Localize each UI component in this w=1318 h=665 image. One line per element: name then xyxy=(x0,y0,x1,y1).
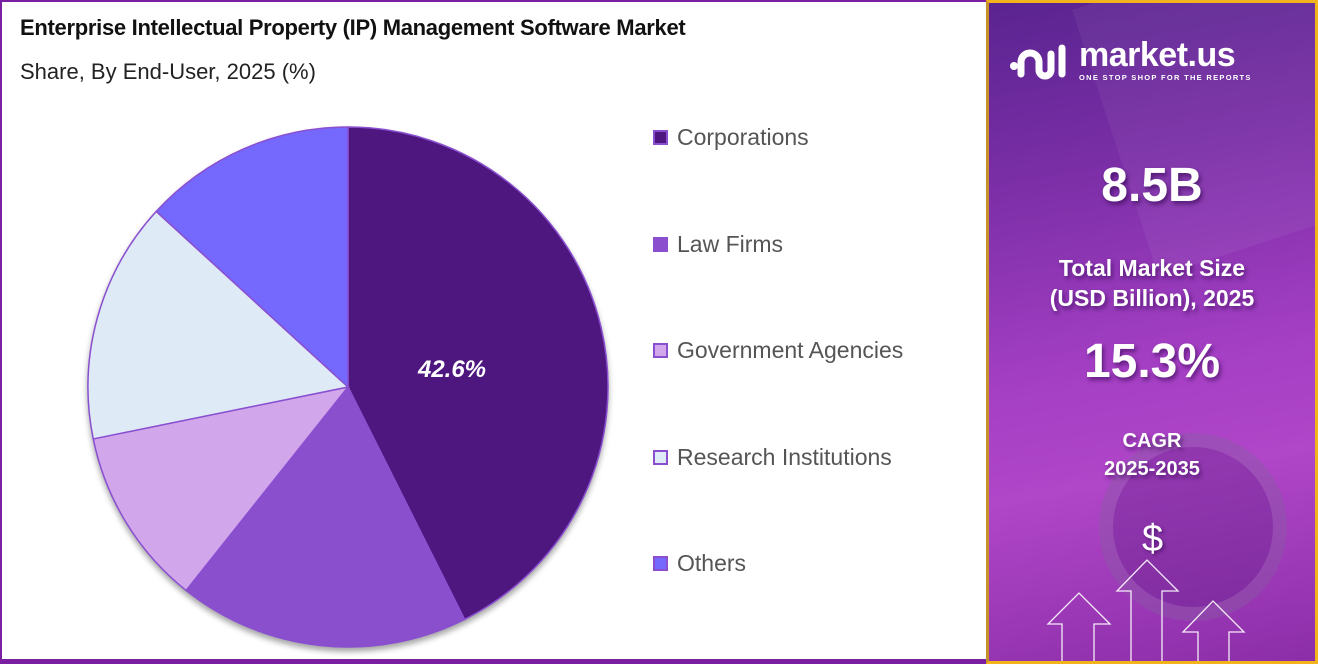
pie-slice-law-firms xyxy=(185,385,466,648)
legend-label: Corporations xyxy=(677,124,809,150)
pie-data-label: 42.6% xyxy=(417,356,486,383)
market-size-label-line1: Total Market Size xyxy=(1058,255,1246,281)
legend-label: Others xyxy=(677,550,747,576)
legend-swatch xyxy=(653,343,668,358)
pie-slice-others xyxy=(155,126,349,389)
legend-swatch xyxy=(653,450,668,465)
legend-swatch xyxy=(653,237,668,252)
legend-item-corporations: Corporations xyxy=(653,124,809,151)
legend-item-law-firms: Law Firms xyxy=(653,231,783,258)
legend-item-research-institutions: Research Institutions xyxy=(653,444,892,471)
cagr-value: 15.3% xyxy=(1083,335,1221,388)
legend-item-government-agencies: Government Agencies xyxy=(653,337,903,364)
legend-item-others: Others xyxy=(653,550,746,577)
chart-title: Enterprise Intellectual Property (IP) Ma… xyxy=(20,15,686,40)
pie-slice-corporations xyxy=(347,126,609,621)
legend-swatch xyxy=(653,556,668,571)
pie-svg: 42.6% xyxy=(87,126,609,648)
brand-logo: market.us ONE STOP SHOP FOR THE REPORTS xyxy=(1009,36,1252,82)
pie-slice-research-institutions xyxy=(87,210,350,440)
market-us-logo-icon xyxy=(1010,44,1066,79)
legend-label: Government Agencies xyxy=(677,337,904,363)
legend-swatch xyxy=(653,130,668,145)
chart-panel: Enterprise Intellectual Property (IP) Ma… xyxy=(0,0,988,664)
cagr-label-line2: 2025-2035 xyxy=(1104,458,1200,480)
market-size-label-line2: (USD Billion), 2025 xyxy=(1049,285,1255,311)
bottom-border xyxy=(2,659,988,662)
brand-tagline: ONE STOP SHOP FOR THE REPORTS xyxy=(1079,73,1252,82)
stats-sidebar: market.us ONE STOP SHOP FOR THE REPORTS … xyxy=(986,0,1318,664)
brand-name: market.us xyxy=(1079,36,1236,74)
legend-label: Research Institutions xyxy=(677,444,892,470)
pie-slice-government-agencies xyxy=(92,385,350,592)
chart-subtitle: Share, By End-User, 2025 (%) xyxy=(20,59,316,84)
cagr-label-line1: CAGR xyxy=(1122,430,1182,452)
growth-arrows-icon xyxy=(1046,559,1246,661)
market-size-value: 8.5B xyxy=(1101,159,1203,212)
pie-chart: 42.6% xyxy=(82,120,622,660)
legend-label: Law Firms xyxy=(677,231,784,257)
dollar-icon: $ xyxy=(1142,518,1164,560)
